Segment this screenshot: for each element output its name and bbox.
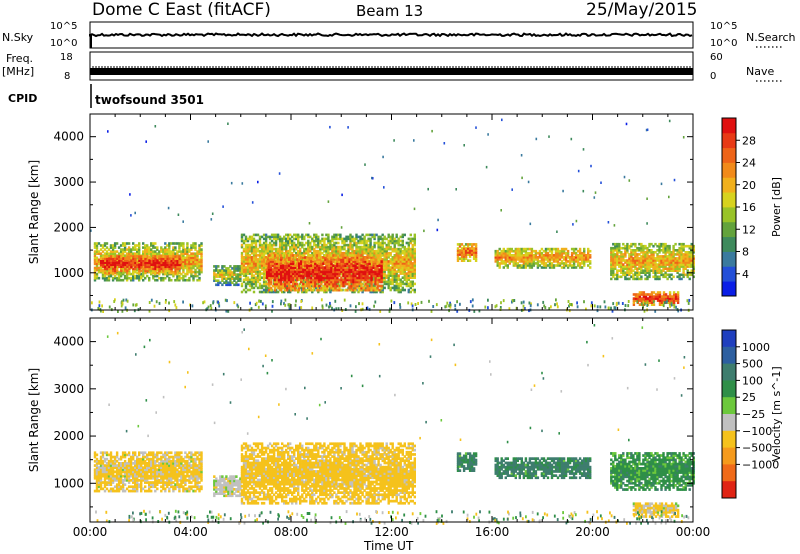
date-label: 25/May/2015 [586, 0, 698, 20]
freq-band [90, 68, 693, 75]
colorbar-segment [722, 118, 736, 134]
nave-label: Nave [746, 65, 775, 78]
colorbar-segment [722, 236, 736, 252]
nsky-tick-high: 10^5 [50, 21, 78, 32]
colorbar-power: 4 8 12 16 20 24 28 Power [dB] [722, 118, 783, 297]
colorbar-segment [722, 430, 736, 448]
colorbar-tick-label: −1000 [742, 458, 779, 471]
y-tick-label: 2000 [53, 220, 84, 234]
colorbar-segment [722, 346, 736, 364]
heatmap-power [90, 118, 695, 313]
colorbar-segment [722, 281, 736, 297]
colorbar-segment [722, 397, 736, 415]
colorbar-segment [722, 177, 736, 193]
colorbar-tick-label: 20 [742, 179, 756, 192]
colorbar-segment [722, 447, 736, 465]
colorbar-segment [722, 162, 736, 178]
colorbar-segment [722, 147, 736, 163]
colorbar-segment [722, 132, 736, 149]
y-axis-label: Slant Range [km] [27, 368, 41, 472]
nsearch-tick-low: 10^0 [710, 38, 738, 49]
colorbar-tick-label: −25 [742, 408, 765, 421]
colorbar-segment [722, 251, 736, 267]
nave-tick-low: 0 [710, 71, 717, 82]
y-axis-label: Slant Range [km] [27, 160, 41, 264]
nave-tick-high: 60 [710, 52, 723, 63]
colorbar-segment [722, 363, 736, 381]
freq-label: Freq. [6, 52, 34, 65]
y-tick-label: 4000 [53, 335, 84, 349]
colorbar-segment [722, 192, 736, 208]
cpid-program: twofsound 3501 [95, 93, 204, 107]
x-tick-label: 08:00 [274, 525, 309, 539]
x-tick-label: 00:00 [73, 525, 108, 539]
colorbar-tick-label: 8 [742, 246, 749, 259]
colorbar-tick-label: 4 [742, 268, 749, 281]
nsky-tick-low: 10^0 [50, 38, 78, 49]
colorbar-tick-label: −100 [742, 425, 772, 438]
x-tick-label: 04:00 [173, 525, 208, 539]
colorbar-segment [722, 464, 736, 482]
nsearch-tick-high: 10^5 [710, 21, 738, 32]
x-axis-title: Time UT [364, 539, 414, 553]
y-tick-label: 1000 [53, 266, 84, 280]
radar-title: Dome C East (fitACF) [92, 0, 271, 20]
colorbar-segment [722, 266, 736, 282]
freq-unit: [MHz] [2, 65, 35, 78]
colorbar-frame [721, 329, 737, 499]
colorbar-segment [722, 221, 736, 238]
colorbar-tick-label: 24 [742, 157, 756, 170]
colorbar-tick-label: 500 [742, 358, 763, 371]
y-tick-label: 3000 [53, 382, 84, 396]
colorbar-tick-label: −500 [742, 442, 772, 455]
y-tick-label: 3000 [53, 175, 84, 189]
nsky-trace [89, 32, 693, 38]
colorbar-tick-label: 16 [742, 201, 756, 214]
heatmap-velocity [93, 324, 695, 525]
colorbar-segment [722, 380, 736, 398]
colorbar-label: Velocity [m s^-1] [770, 366, 783, 461]
colorbar-tick-label: 28 [742, 134, 756, 147]
colorbar-tick-label: 1000 [742, 341, 770, 354]
freq-tick-low: 8 [64, 71, 71, 82]
colorbar-tick-label: 25 [742, 391, 756, 404]
colorbar-segment [722, 330, 736, 348]
y-tick-label: 4000 [53, 130, 84, 144]
nsky-label: N.Sky [2, 31, 34, 44]
x-tick-label: 00:00 [676, 525, 711, 539]
colorbar-frame [721, 117, 737, 297]
beam-label: Beam 13 [356, 2, 424, 20]
colorbar-label: Power [dB] [770, 177, 783, 237]
x-tick-label: 16:00 [475, 525, 510, 539]
y-tick-label: 2000 [53, 429, 84, 443]
colorbar-tick-label: 12 [742, 223, 756, 236]
y-tick-label: 1000 [53, 476, 84, 490]
cpid-label: CPID [8, 92, 38, 105]
nsearch-label: N.Search [746, 31, 796, 44]
colorbar-tick-label: 100 [742, 374, 763, 387]
x-tick-label: 20:00 [575, 525, 610, 539]
colorbar-segment [722, 414, 736, 432]
colorbar-segment [722, 481, 736, 499]
freq-tick-high: 18 [60, 52, 73, 63]
colorbar-segment [722, 207, 736, 223]
x-tick-label: 12:00 [374, 525, 409, 539]
